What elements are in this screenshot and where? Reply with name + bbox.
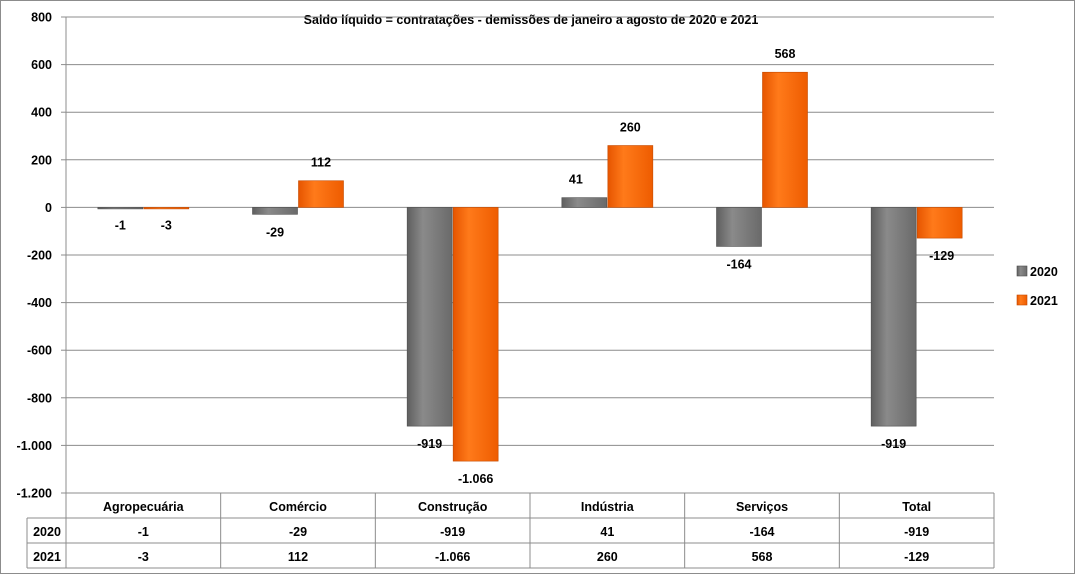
y-tick-label: -400 [27,296,52,310]
data-label: 260 [620,121,641,135]
bar-2021-2 [452,207,499,462]
bars [97,71,963,462]
data-label: -919 [417,437,442,451]
category-label: Total [902,500,931,514]
data-label: 112 [311,156,331,170]
bar-2021-4 [762,71,808,208]
table-cell: 568 [752,550,773,564]
data-table: Agropecuária Comércio Construção Indústria S… [26,493,995,569]
category-label: Construção [418,500,488,514]
y-tick-label: 400 [31,106,52,120]
data-label: -164 [726,257,751,271]
table-cell: 41 [600,525,614,539]
bar-2020-2 [406,207,453,427]
y-tick-label: -600 [27,344,52,358]
table-cell: -1.066 [435,550,470,564]
data-label: -129 [929,249,954,263]
table-cell: -919 [440,525,465,539]
legend-label: 2021 [1030,294,1058,308]
y-axis: 800 600 400 200 0 -200 -400 -600 -800 -1.000 -1.20… [17,11,67,501]
table-cell: 260 [597,550,618,564]
bar-2021-5 [916,207,963,239]
table-row-label: 2021 [33,550,61,564]
legend: 2020 2021 [1016,265,1058,308]
chart-title: Saldo líquido = contratações - demissões… [304,13,759,27]
table-row-label: 2020 [33,525,61,539]
y-tick-label: 800 [31,11,52,25]
category-label: Serviços [736,500,788,514]
table-cell: -164 [749,525,774,539]
data-label: -29 [266,225,284,239]
legend-label: 2020 [1030,265,1058,279]
bar-2020-0 [97,207,144,210]
y-tick-label: -200 [27,249,52,263]
y-tick-label: 200 [31,153,52,167]
table-cell: -919 [904,525,929,539]
y-tick-label: -1.000 [17,439,52,453]
bar-2021-1 [298,180,344,208]
data-label: 568 [775,47,796,61]
data-label: -1.066 [458,472,493,486]
bar-2020-5 [870,207,917,427]
category-label: Indústria [581,500,635,514]
data-labels: -1 -29 -919 41 -164 -919 -3 112 -1.066 260 568 -129 [115,47,954,486]
table-cell: -1 [138,525,149,539]
data-label: 41 [569,173,583,187]
y-tick-label: 0 [45,201,52,215]
category-label: Comércio [269,500,327,514]
data-label: -3 [161,218,172,232]
gridlines [66,16,994,494]
bar-2021-3 [607,145,654,208]
y-tick-label: -800 [27,391,52,405]
bar-2020-1 [252,207,298,215]
bar-2020-3 [561,197,608,208]
category-label: Agropecuária [103,500,185,514]
table-cell: -129 [904,550,929,564]
y-tick-label: 600 [31,58,52,72]
table-cell: -3 [138,550,149,564]
data-label: -919 [881,437,906,451]
y-tick-label: -1.200 [17,487,52,501]
bar-2021-0 [143,207,190,210]
table-cell: 112 [288,550,308,564]
table-cell: -29 [289,525,307,539]
legend-swatch-2021 [1016,294,1028,306]
legend-swatch-2020 [1016,265,1028,277]
data-label: -1 [115,218,126,232]
bar-2020-4 [716,207,762,247]
